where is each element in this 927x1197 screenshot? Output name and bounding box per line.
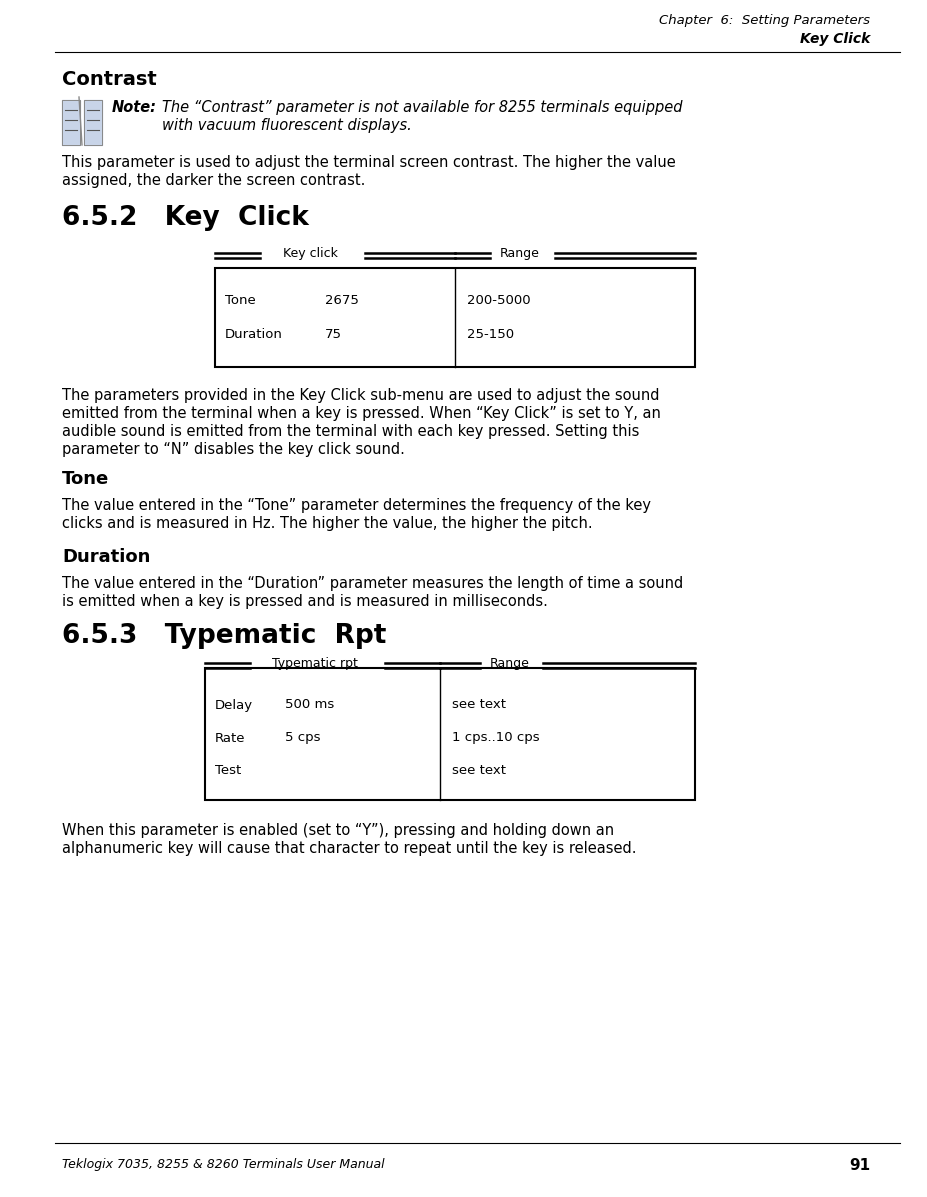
Text: Teklogix 7035, 8255 & 8260 Terminals User Manual: Teklogix 7035, 8255 & 8260 Terminals Use… bbox=[62, 1157, 384, 1171]
Text: Contrast: Contrast bbox=[62, 69, 157, 89]
Text: Note:: Note: bbox=[112, 101, 157, 115]
Text: assigned, the darker the screen contrast.: assigned, the darker the screen contrast… bbox=[62, 174, 365, 188]
Text: audible sound is emitted from the terminal with each key pressed. Setting this: audible sound is emitted from the termin… bbox=[62, 424, 639, 439]
Bar bbox=[215, 268, 694, 367]
Text: Typematic rpt: Typematic rpt bbox=[272, 657, 358, 670]
Text: Tone: Tone bbox=[224, 293, 256, 306]
Text: This parameter is used to adjust the terminal screen contrast. The higher the va: This parameter is used to adjust the ter… bbox=[62, 154, 675, 170]
Text: alphanumeric key will cause that character to repeat until the key is released.: alphanumeric key will cause that charact… bbox=[62, 841, 636, 856]
Text: Tone: Tone bbox=[62, 470, 109, 488]
Text: 5 cps: 5 cps bbox=[285, 731, 320, 745]
Text: 2675: 2675 bbox=[324, 293, 359, 306]
Text: Range: Range bbox=[489, 657, 529, 670]
Text: Duration: Duration bbox=[62, 548, 150, 566]
Text: Chapter  6:  Setting Parameters: Chapter 6: Setting Parameters bbox=[658, 14, 870, 28]
Text: 75: 75 bbox=[324, 328, 342, 341]
Text: Test: Test bbox=[215, 765, 241, 778]
Text: Key click: Key click bbox=[282, 248, 337, 261]
Bar bbox=[205, 668, 694, 800]
Text: Key Click: Key Click bbox=[799, 32, 870, 45]
Text: The value entered in the “Tone” parameter determines the frequency of the key: The value entered in the “Tone” paramete… bbox=[62, 498, 651, 514]
Text: 25-150: 25-150 bbox=[466, 328, 514, 341]
Text: see text: see text bbox=[451, 765, 505, 778]
Text: The parameters provided in the Key Click sub-menu are used to adjust the sound: The parameters provided in the Key Click… bbox=[62, 388, 659, 403]
Text: Range: Range bbox=[500, 248, 540, 261]
Text: see text: see text bbox=[451, 699, 505, 711]
Text: 6.5.2   Key  Click: 6.5.2 Key Click bbox=[62, 205, 309, 231]
Text: When this parameter is enabled (set to “Y”), pressing and holding down an: When this parameter is enabled (set to “… bbox=[62, 824, 614, 838]
Polygon shape bbox=[84, 101, 102, 145]
Text: Duration: Duration bbox=[224, 328, 283, 341]
Polygon shape bbox=[62, 101, 80, 145]
Text: emitted from the terminal when a key is pressed. When “Key Click” is set to Y, a: emitted from the terminal when a key is … bbox=[62, 406, 660, 421]
Text: Rate: Rate bbox=[215, 731, 246, 745]
Text: with vacuum fluorescent displays.: with vacuum fluorescent displays. bbox=[162, 119, 412, 133]
Text: Delay: Delay bbox=[215, 699, 253, 711]
Text: parameter to “N” disables the key click sound.: parameter to “N” disables the key click … bbox=[62, 442, 404, 457]
Text: is emitted when a key is pressed and is measured in milliseconds.: is emitted when a key is pressed and is … bbox=[62, 594, 547, 609]
Text: The value entered in the “Duration” parameter measures the length of time a soun: The value entered in the “Duration” para… bbox=[62, 576, 682, 591]
Text: 200-5000: 200-5000 bbox=[466, 293, 530, 306]
Text: clicks and is measured in Hz. The higher the value, the higher the pitch.: clicks and is measured in Hz. The higher… bbox=[62, 516, 592, 531]
Text: 500 ms: 500 ms bbox=[285, 699, 334, 711]
Text: 91: 91 bbox=[848, 1157, 870, 1173]
Text: The “Contrast” parameter is not available for 8255 terminals equipped: The “Contrast” parameter is not availabl… bbox=[162, 101, 681, 115]
Text: 1 cps..10 cps: 1 cps..10 cps bbox=[451, 731, 539, 745]
Text: 6.5.3   Typematic  Rpt: 6.5.3 Typematic Rpt bbox=[62, 622, 386, 649]
